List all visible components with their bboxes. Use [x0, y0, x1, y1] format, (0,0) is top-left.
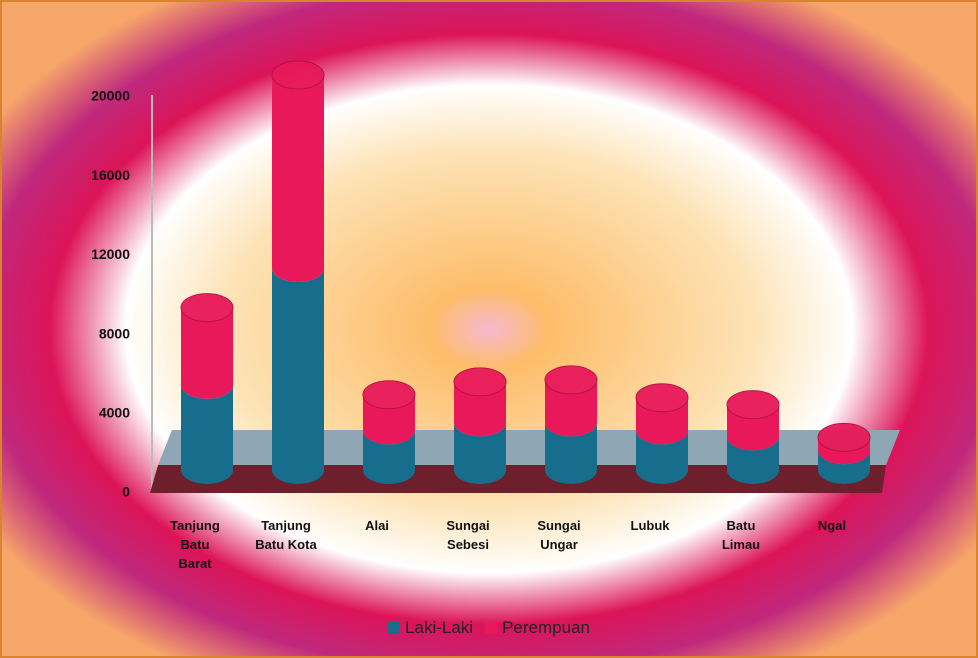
bar-segment	[454, 422, 506, 484]
x-tick-label: Ngal	[817, 518, 847, 533]
x-tick-label: Lubuk	[630, 518, 670, 533]
y-tick-label: 4000	[99, 405, 130, 421]
legend-item: Perempuan	[485, 618, 590, 638]
bar-segment	[727, 404, 779, 451]
bar-segment	[181, 384, 233, 484]
bar-segment	[363, 430, 415, 484]
x-tick-label: Sungai Sebesi	[446, 518, 490, 552]
y-tick-label: 0	[122, 484, 130, 500]
bar-cap	[271, 60, 325, 90]
y-tick-label: 16000	[91, 167, 130, 183]
legend-label: Perempuan	[502, 618, 590, 637]
bar-cap	[544, 365, 598, 395]
y-tick-label: 12000	[91, 246, 130, 262]
x-tick-label: Tanjung Batu Barat	[170, 518, 220, 571]
bar-cap	[817, 422, 871, 452]
legend-swatch	[388, 622, 401, 634]
bar-segment	[818, 437, 870, 465]
x-tick-label: Batu Limau	[721, 518, 761, 552]
bar-segment	[272, 268, 324, 484]
legend-label: Laki-Laki	[405, 618, 474, 637]
bar-cap	[180, 293, 234, 323]
bar-segment	[545, 379, 597, 437]
bar-cap	[635, 383, 689, 413]
legend: Laki-Laki Perempuan	[0, 618, 978, 639]
floor-front	[150, 465, 886, 493]
bar-segment	[818, 450, 870, 484]
bar-segment	[636, 430, 688, 484]
bar-cap	[362, 380, 416, 410]
bar-cap	[726, 390, 780, 420]
bar-cap	[453, 367, 507, 397]
floor-top	[158, 430, 900, 465]
bar-segment	[272, 74, 324, 283]
bar-segment	[727, 436, 779, 484]
x-tick-label: Tanjung Batu Kota	[255, 518, 317, 552]
bar-segment	[545, 422, 597, 484]
x-tick-label: Sungai Ungar	[537, 518, 581, 552]
bar-segment	[636, 397, 688, 445]
legend-swatch	[485, 622, 498, 634]
y-tick-label: 8000	[99, 325, 130, 341]
bar-segment	[181, 307, 234, 399]
x-tick-label: Alai	[365, 518, 389, 533]
bar-segment	[454, 381, 506, 437]
y-tick-label: 20000	[91, 88, 130, 104]
legend-item: Laki-Laki	[388, 618, 473, 638]
